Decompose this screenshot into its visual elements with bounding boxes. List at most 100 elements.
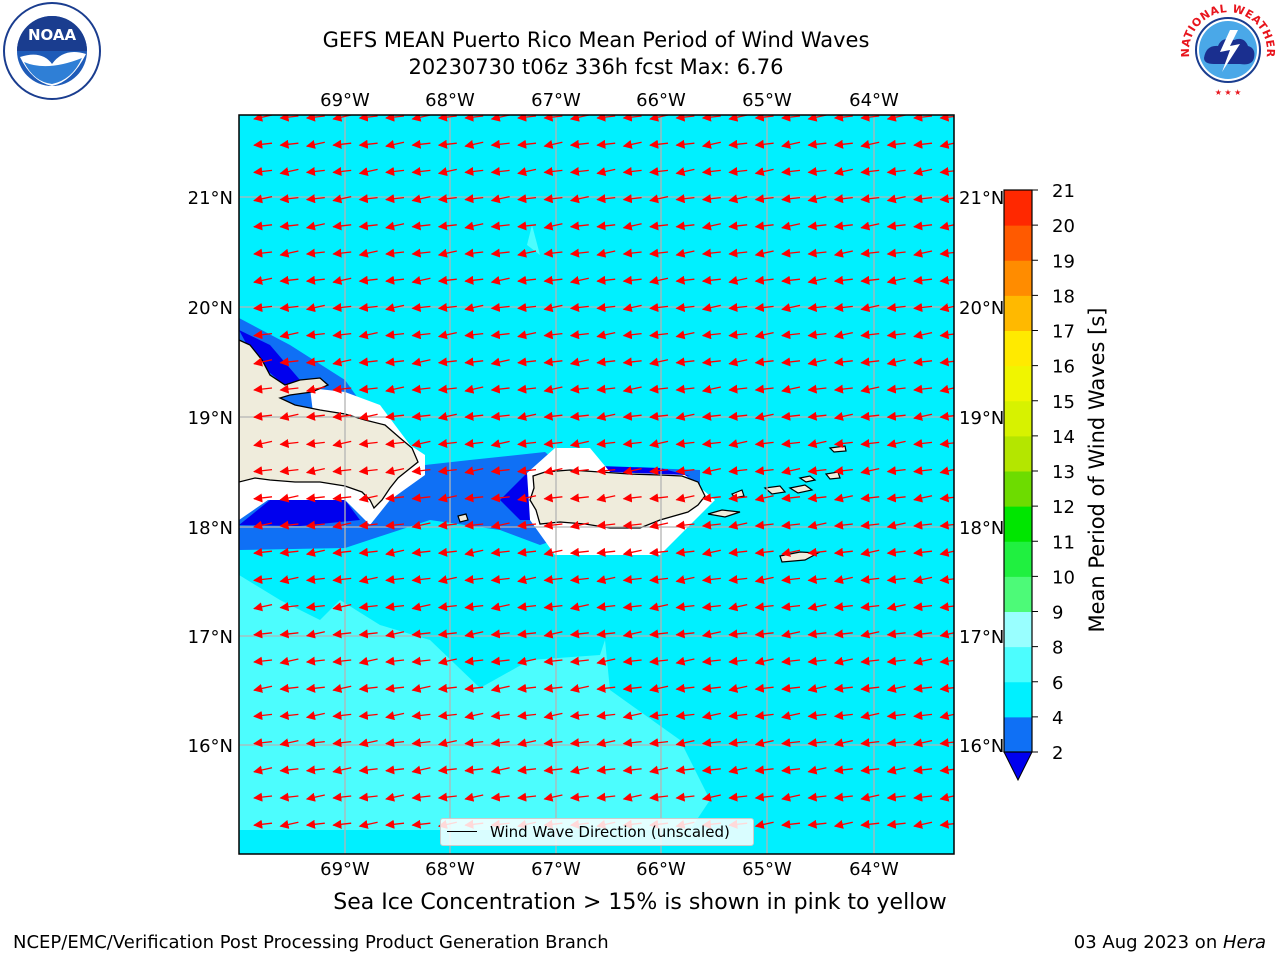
wind-wave-arrow: [886, 275, 906, 285]
wind-wave-arrow: [701, 466, 721, 476]
wind-wave-arrow: [649, 275, 669, 285]
wind-wave-arrow: [569, 792, 589, 802]
wind-wave-arrow: [305, 683, 325, 693]
wind-wave-arrow: [781, 166, 801, 177]
wind-wave-arrow: [437, 302, 457, 313]
wind-wave-arrow: [913, 765, 933, 775]
wind-wave-arrow: [253, 765, 273, 775]
wind-wave-arrow: [675, 547, 695, 557]
wind-wave-arrow: [781, 357, 801, 367]
wind-wave-arrow: [781, 765, 801, 775]
wind-wave-arrow: [517, 547, 537, 557]
wind-wave-arrow: [754, 302, 774, 313]
wind-wave-arrow: [833, 547, 853, 557]
wind-wave-arrow: [332, 139, 352, 149]
wind-wave-arrow: [939, 792, 954, 802]
wind-wave-arrow: [305, 357, 325, 367]
wind-wave-arrow: [860, 330, 880, 340]
wind-wave-arrow: [411, 166, 431, 177]
wind-wave-arrow: [490, 710, 510, 721]
wind-wave-arrow: [279, 466, 299, 476]
wind-wave-arrow: [701, 221, 721, 231]
wind-wave-arrow: [385, 493, 405, 503]
wind-wave-arrow: [253, 439, 273, 449]
wind-wave-arrow: [701, 357, 721, 367]
wind-wave-arrow: [253, 656, 273, 666]
colorbar-segment: [1004, 576, 1032, 612]
lat-tick-left: 18°N: [188, 518, 233, 539]
wind-wave-arrow: [358, 357, 378, 367]
wind-wave-arrow: [754, 819, 774, 829]
wind-wave-arrow: [754, 139, 774, 149]
wind-wave-arrow: [860, 438, 880, 449]
wind-wave-arrow: [886, 439, 906, 449]
wind-wave-arrow: [649, 547, 669, 557]
wind-wave-arrow: [807, 466, 827, 476]
wind-wave-arrow: [913, 275, 933, 285]
wind-wave-arrow: [305, 602, 325, 612]
wind-wave-arrow: [411, 574, 431, 585]
wind-wave-arrow: [411, 330, 431, 340]
wind-wave-arrow: [411, 520, 431, 530]
wind-wave-arrow: [886, 411, 906, 421]
wind-wave-arrow: [886, 248, 906, 258]
wind-wave-arrow: [464, 493, 484, 503]
wind-wave-arrow: [807, 411, 827, 421]
wind-wave-arrow: [253, 275, 273, 285]
wind-wave-arrow: [886, 738, 906, 748]
wind-wave-arrow: [279, 629, 299, 639]
wind-wave-arrow: [807, 139, 827, 149]
wind-wave-arrow: [622, 765, 642, 775]
wind-wave-arrow: [385, 711, 405, 721]
lon-tick-top: 67°W: [531, 90, 581, 111]
wind-wave-arrow: [517, 438, 537, 449]
wind-wave-arrow: [358, 819, 378, 829]
wind-wave-arrow: [649, 738, 669, 748]
wind-wave-arrow: [675, 357, 695, 367]
wind-wave-arrow: [358, 466, 378, 476]
wind-wave-arrow: [728, 656, 748, 666]
wind-wave-arrow: [886, 302, 906, 313]
lat-tick-left: 19°N: [188, 408, 233, 429]
wind-wave-arrow: [728, 221, 748, 231]
wind-wave-arrow: [781, 221, 801, 231]
wind-wave-arrow: [517, 221, 537, 231]
wind-wave-arrow: [781, 574, 801, 585]
wind-wave-arrow: [437, 411, 457, 421]
wind-wave-arrow: [305, 166, 325, 177]
wind-wave-arrow: [622, 357, 642, 367]
wind-wave-arrow: [385, 275, 405, 285]
wind-wave-arrow: [279, 139, 299, 149]
wind-wave-arrow: [517, 139, 537, 149]
wind-wave-arrow: [596, 302, 616, 313]
wind-wave-arrow: [781, 792, 801, 802]
wind-wave-arrow: [517, 520, 537, 530]
wind-wave-arrow: [279, 547, 299, 557]
lat-tick-left: 16°N: [188, 736, 233, 757]
wind-wave-arrow: [305, 819, 325, 829]
wind-wave-arrow: [701, 738, 721, 748]
wind-wave-arrow: [411, 221, 431, 231]
wind-wave-arrow: [860, 520, 880, 530]
wind-wave-arrow: [701, 438, 721, 449]
legend-label: Wind Wave Direction (unscaled): [490, 823, 730, 841]
wind-wave-arrow: [754, 384, 774, 394]
wind-wave-arrow: [754, 575, 774, 585]
wind-wave-arrow: [754, 357, 774, 367]
wind-wave-arrow: [913, 139, 933, 149]
wind-wave-arrow: [437, 330, 457, 340]
wind-wave-arrow: [543, 248, 563, 258]
lon-tick-bottom: 68°W: [425, 859, 475, 880]
wind-wave-arrow: [596, 248, 616, 258]
wind-wave-arrow: [332, 602, 352, 612]
wind-wave-arrow: [939, 683, 954, 693]
wind-wave-arrow: [833, 629, 853, 639]
wind-wave-arrow: [701, 765, 721, 775]
wind-wave-arrow: [939, 248, 954, 258]
wind-wave-arrow: [464, 438, 484, 449]
wind-wave-arrow: [622, 683, 642, 693]
wind-wave-arrow: [781, 275, 801, 285]
wind-wave-arrow: [754, 710, 774, 721]
wind-wave-arrow: [913, 302, 933, 313]
wind-wave-arrow: [860, 115, 880, 122]
